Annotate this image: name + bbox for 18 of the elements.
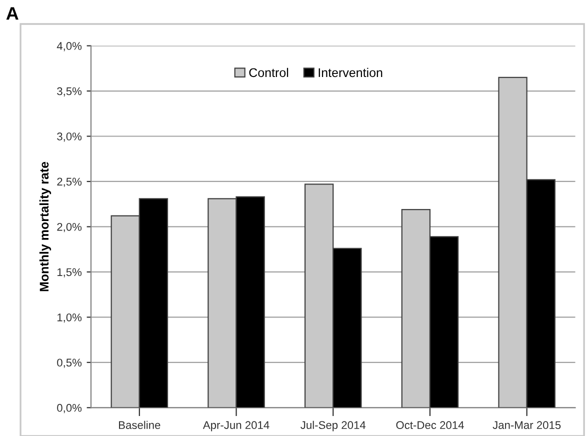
y-tick-label: 3,5% (57, 87, 82, 96)
y-tick-label: 2,0% (57, 222, 82, 232)
y-tick-label: 0,0% (57, 404, 82, 414)
legend-label: Control (249, 68, 288, 78)
y-tick-label: 1,5% (57, 268, 82, 278)
x-tick-label: Oct-Dec 2014 (396, 421, 464, 430)
x-tick-label: Baseline (119, 420, 160, 430)
y-tick-label: 2,5% (57, 178, 82, 187)
x-tick-label: Apr-Jun 2014 (202, 421, 270, 432)
chart-title: A (6, 7, 18, 20)
legend-label: Intervention (318, 68, 382, 78)
x-tick-label: Jan-Mar 2015 (492, 421, 561, 430)
y-axis-title: Monthly mortality rate (39, 162, 52, 292)
x-tick-label: Jul-Sep 2014 (300, 420, 366, 432)
y-tick-label: 4,0% (56, 42, 82, 52)
y-tick-label: 3,0% (57, 132, 82, 142)
y-tick-label: 1,0% (57, 313, 82, 323)
y-tick-label: 0,5% (57, 358, 82, 368)
